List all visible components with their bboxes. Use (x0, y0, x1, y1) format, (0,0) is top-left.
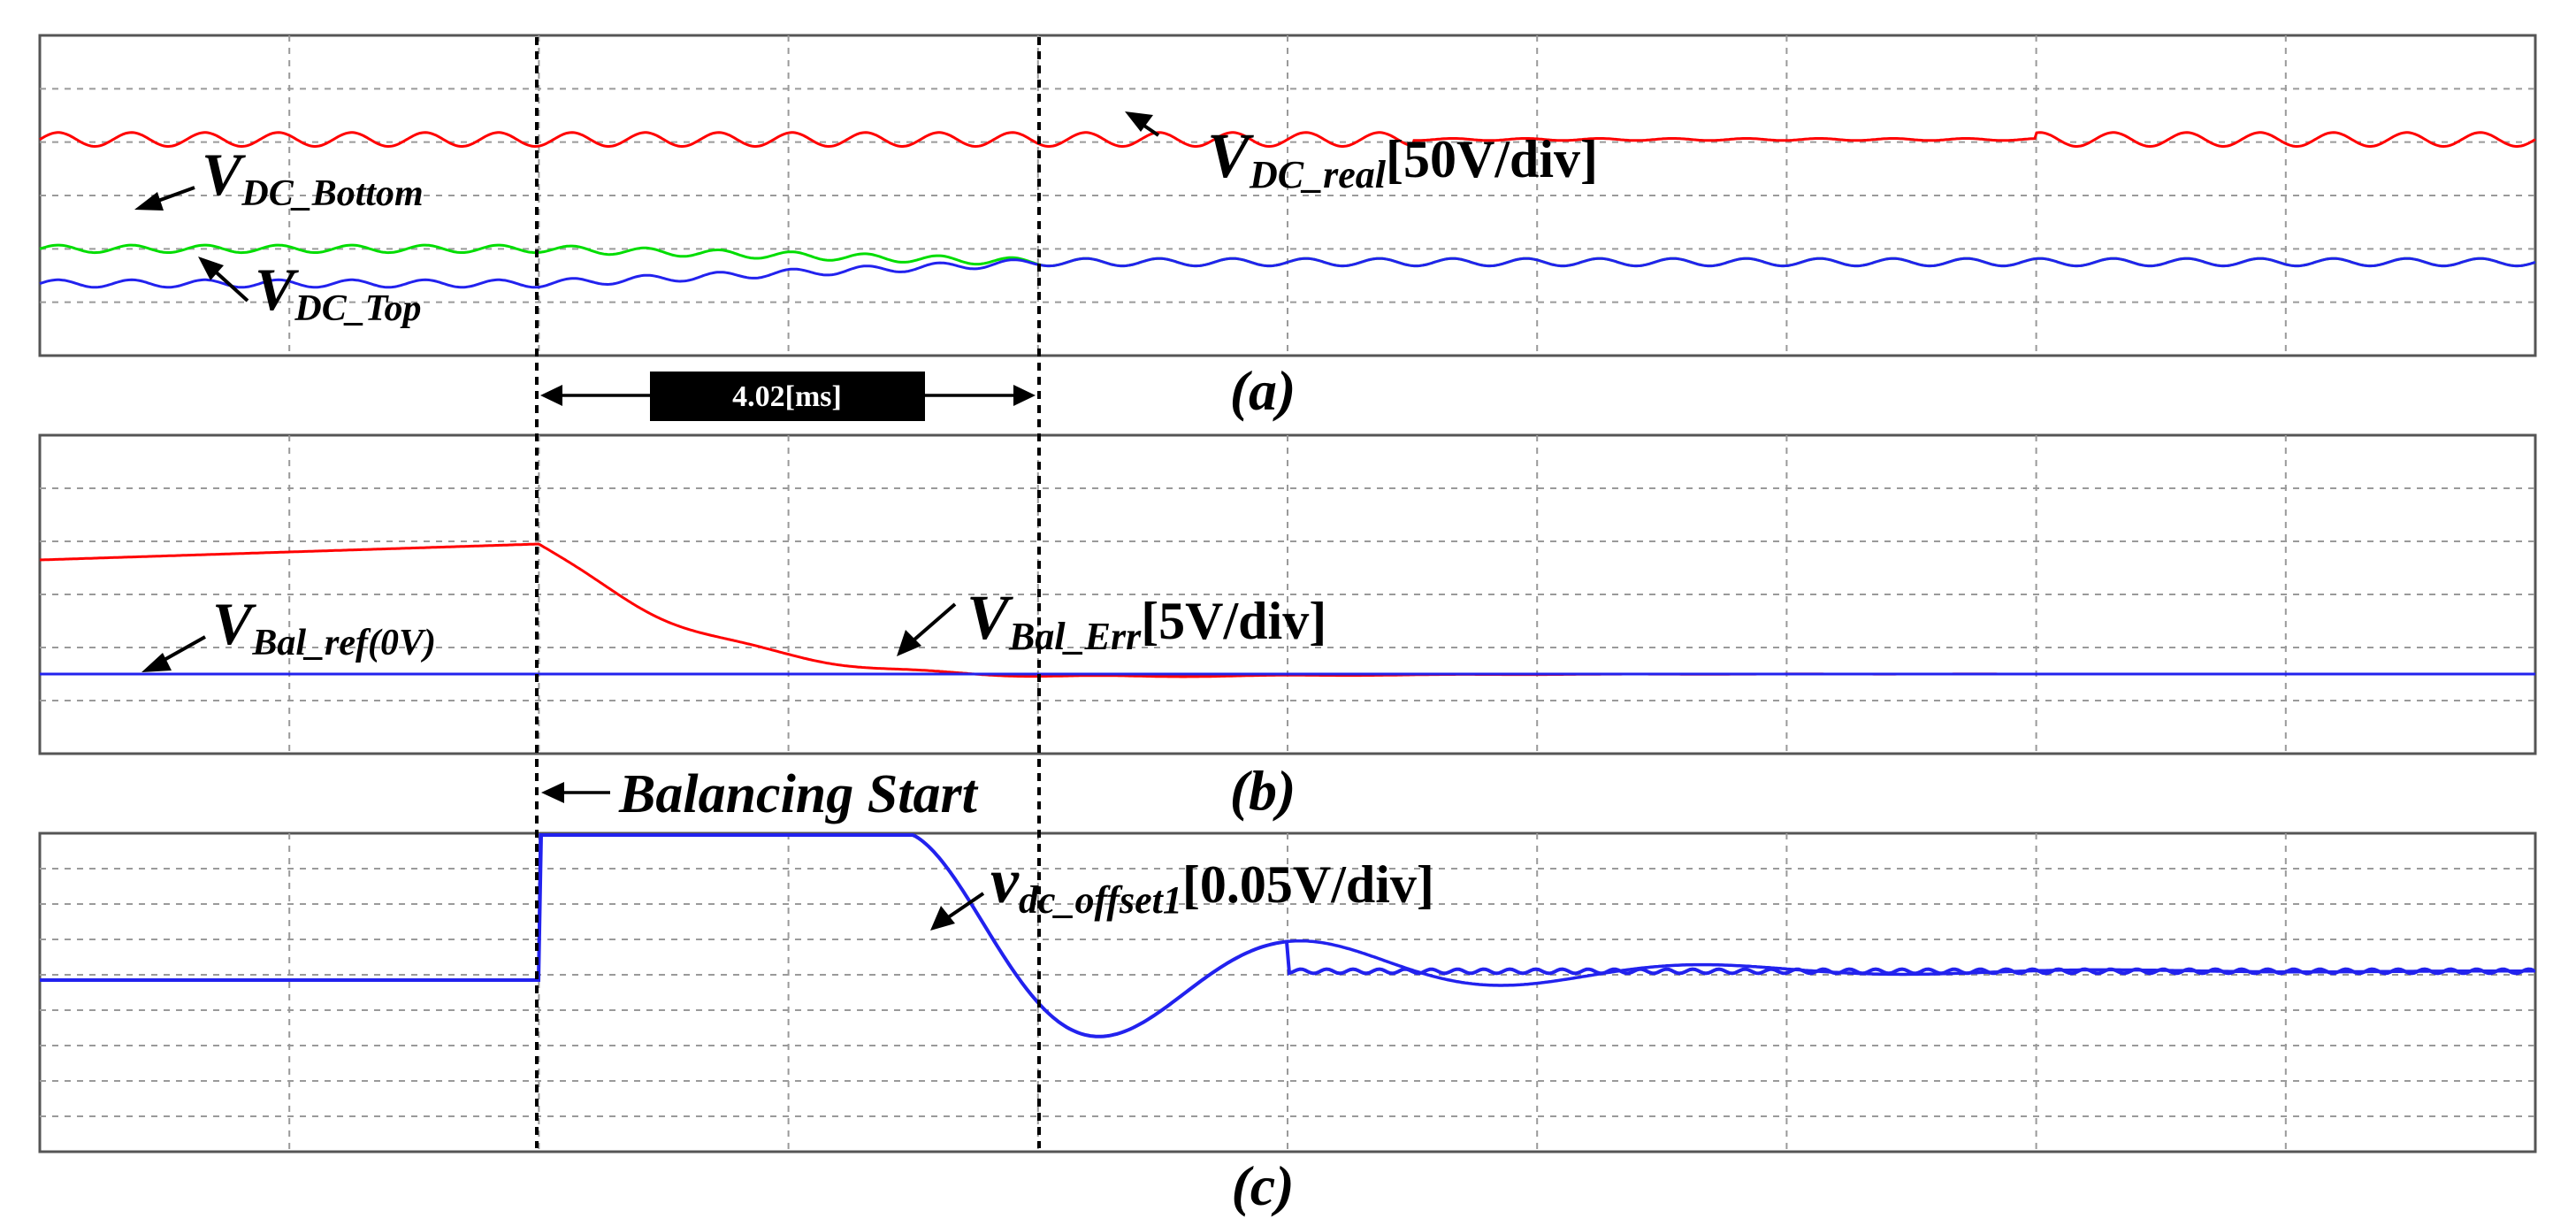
label-v-dc-bottom-main: V (202, 141, 246, 208)
panel-c (38, 831, 2537, 1153)
label-v-dc-top-sub: DC_Top (294, 288, 421, 329)
panel-b-grid (40, 435, 2535, 754)
panel-a-caption: (a) (1230, 359, 1296, 422)
panel-c-caption: (c) (1231, 1154, 1294, 1217)
panel-a-grid (40, 35, 2535, 356)
arrowhead-v-bal-err (897, 630, 921, 656)
balancing-start-annotation: Balancing Start (541, 764, 979, 824)
svg-text:VDC_Top: VDC_Top (255, 256, 422, 329)
annotation-v-bal-ref: VBal_ref(0V) (141, 590, 436, 672)
annotation-v-bal-err: VBal_Err[5V/div] (897, 582, 1326, 658)
interval-box (650, 372, 925, 421)
label-v-dc-offset1-scale: [0.05V/div] (1182, 855, 1434, 914)
annotation-v-dc-bottom: VDC_Bottom (134, 141, 424, 214)
trace-v-dc-real (39, 131, 2536, 149)
arrowhead-v-bal-ref (141, 653, 172, 672)
trace-v-dc-top (39, 257, 2536, 289)
label-v-bal-err-sub: Bal_Err (1008, 615, 1142, 658)
annotation-v-dc-offset1: vdc_offset1[0.05V/div] (930, 846, 1434, 931)
panel-a-traces (39, 131, 2536, 289)
label-v-bal-err-scale: [5V/div] (1141, 592, 1326, 650)
svg-text:VBal_ref(0V): VBal_ref(0V) (212, 590, 436, 663)
arrowhead-v-dc-real (1125, 111, 1153, 132)
interval-arrowhead-left (540, 385, 562, 406)
panel-a (38, 34, 2537, 357)
svg-text:VDC_real[50V/div]: VDC_real[50V/div] (1207, 120, 1598, 196)
arrowhead-v-dc-offset1 (930, 906, 955, 931)
svg-text:VBal_Err[5V/div]: VBal_Err[5V/div] (967, 582, 1326, 658)
panel-b-caption: (b) (1230, 759, 1296, 822)
panel-b-traces (39, 542, 2535, 678)
annotation-v-dc-real: VDC_real[50V/div] (1125, 111, 1598, 196)
arrowhead-v-dc-top (198, 257, 224, 280)
label-v-dc-offset1-main: v (990, 846, 1020, 916)
panel-c-traces (40, 833, 2535, 1038)
label-v-dc-real-scale: [50V/div] (1386, 130, 1598, 188)
label-v-dc-offset1-sub: dc_offset1 (1019, 878, 1182, 922)
label-v-dc-real-main: V (1207, 120, 1254, 191)
label-v-bal-ref-main: V (212, 590, 256, 657)
label-v-dc-bottom-sub: DC_Bottom (241, 173, 423, 214)
trace-v-dc-offset1-band (40, 833, 2534, 1038)
arrow-v-bal-err (906, 602, 957, 647)
label-v-bal-ref-sub: Bal_ref(0V) (251, 623, 436, 663)
annotation-v-dc-top: VDC_Top (198, 256, 422, 329)
interval-label: 4.02[ms] (732, 380, 842, 413)
panel-b (38, 433, 2537, 755)
balancing-start-label: Balancing Start (618, 764, 979, 824)
interval-annotation: 4.02[ms] (540, 372, 1036, 421)
interval-arrowhead-right (1013, 385, 1036, 406)
balancing-start-arrowhead (541, 782, 564, 803)
label-v-bal-err-main: V (967, 582, 1013, 653)
label-v-dc-top-main: V (255, 256, 299, 323)
label-v-dc-real-sub: DC_real (1249, 153, 1387, 196)
arrowhead-v-dc-bottom (134, 192, 164, 211)
svg-text:vdc_offset1[0.05V/div]: vdc_offset1[0.05V/div] (990, 846, 1434, 922)
svg-text:VDC_Bottom: VDC_Bottom (202, 141, 424, 214)
